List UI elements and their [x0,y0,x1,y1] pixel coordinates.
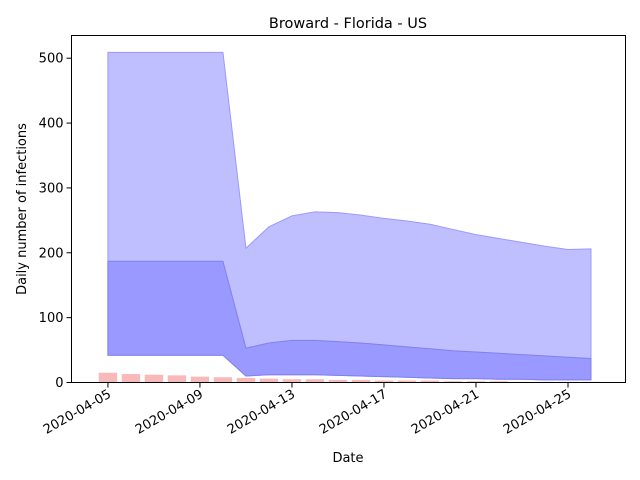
x-tick-label: 2020-04-09 [133,387,206,438]
y-tick-label: 300 [39,181,64,196]
daily-bar [351,379,371,383]
daily-bar [190,376,210,383]
daily-bar [236,377,256,383]
daily-bar [328,379,348,383]
x-axis: 2020-04-05 2020-04-09 2020-04-13 2020-04-17… [41,382,574,438]
daily-bar [167,375,187,383]
x-tick-label: 2020-04-05 [41,387,114,438]
x-tick-label: 2020-04-21 [409,387,482,438]
confidence-band-2 [107,260,592,381]
axes-frame [71,35,626,383]
daily-bar [98,372,118,383]
x-axis-label: Date [332,451,363,466]
daily-bar [466,381,486,383]
daily-bar [397,380,417,383]
y-axis-label: Daily number of infections [15,123,30,295]
y-tick-label: 200 [39,246,64,261]
daily-bar [282,379,302,383]
daily-bar [489,381,509,383]
y-tick-label: 0 [55,376,63,391]
y-tick-label: 400 [39,117,64,132]
y-tick-label: 500 [39,52,64,67]
x-tick-label: 2020-04-25 [501,387,574,438]
daily-bar [144,374,164,383]
daily-bar [259,378,279,383]
daily-bar [374,380,394,383]
x-tick-label: 2020-04-17 [317,387,390,438]
daily-bar [213,377,233,383]
x-tick-label: 2020-04-13 [225,387,298,438]
plot-area [98,51,601,383]
daily-bar [420,380,440,383]
y-tick-label: 100 [39,311,64,326]
daily-bar [443,381,463,383]
daily-bar [305,379,325,383]
y-axis: 0 100 200 300 400 500 [39,52,72,391]
chart-title: Broward - Florida - US [269,16,427,32]
daily-bar [121,374,141,383]
